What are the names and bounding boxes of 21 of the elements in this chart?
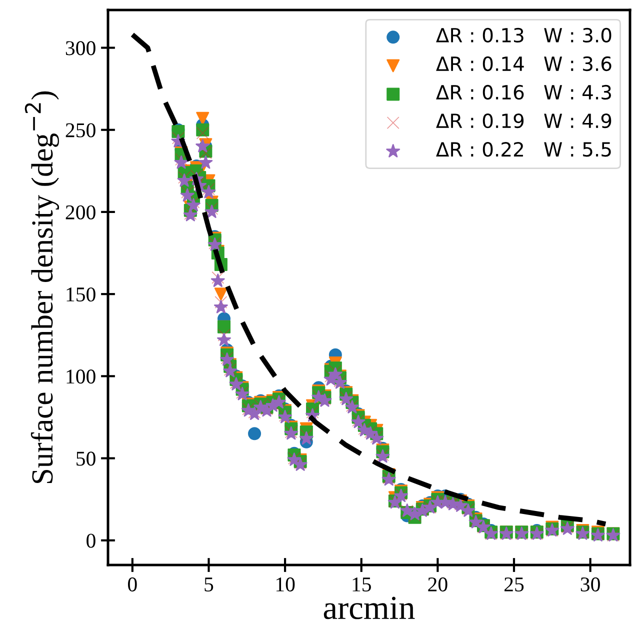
x-tick-label: 20 [428, 577, 448, 592]
x-tick-label: 25 [504, 577, 524, 592]
x-tick-label: 0 [128, 577, 137, 592]
legend-label: ΔR : 0.14 W : 3.6 [436, 56, 612, 72]
y-axis-title: Surface number density (deg$^{−2}$) [24, 91, 60, 483]
y-tick-label: 250 [66, 123, 96, 138]
y-tick-label: 0 [86, 534, 96, 548]
y-tick-label: 100 [66, 370, 96, 384]
y-tick-label: 300 [66, 41, 96, 56]
x-tick-label: 5 [204, 578, 214, 592]
x-tick-label: 15 [352, 578, 371, 592]
y-tick-label: 150 [66, 287, 96, 302]
y-tick-label: 200 [66, 205, 96, 220]
legend-label: ΔR : 0.16 W : 4.3 [436, 84, 611, 100]
x-tick-label: 30 [580, 577, 600, 592]
legend-label: ΔR : 0.22 W : 5.5 [436, 142, 611, 157]
legend-label: ΔR : 0.19 W : 4.9 [436, 113, 612, 128]
legend-label: ΔR : 0.13 W : 3.0 [436, 28, 612, 43]
x-axis-title: arcmin [324, 596, 415, 620]
x-tick-label: 10 [276, 577, 295, 592]
y-tick-label: 50 [76, 452, 96, 466]
